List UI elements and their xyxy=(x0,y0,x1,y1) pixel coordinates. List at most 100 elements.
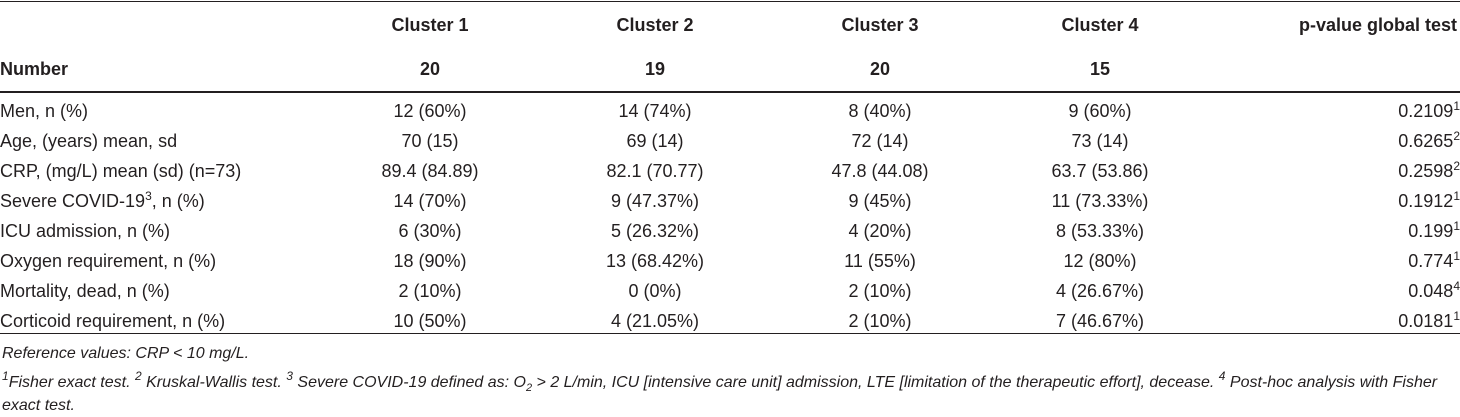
cluster-4-cell: 11 (73.33%) xyxy=(1051,190,1149,211)
p-value-cell: 0.1991 xyxy=(1210,216,1460,246)
cluster-2-cell: 9 (47.37%) xyxy=(610,190,700,211)
p-value-text: 0.774 xyxy=(1408,250,1454,271)
row-label-text: CRP, (mg/L) mean (sd) (n=73) xyxy=(0,160,242,181)
table-row: Oxygen requirement, n (%) 18 (90%) 13 (68.… xyxy=(0,246,1460,276)
footnote-text: Post-hoc analysis with Fisher exact test… xyxy=(2,374,1438,414)
cluster-3-cell: 2 (10%) xyxy=(848,280,912,301)
number-cell xyxy=(1210,49,1460,89)
footnote-text: > 2 L/min, ICU [intensive care unit] adm… xyxy=(532,374,1219,391)
number-cell: 20 xyxy=(869,58,891,79)
number-cell: 20 xyxy=(419,58,441,79)
p-value-footnote-marker: 1 xyxy=(1453,248,1460,263)
cluster-1-cell: 89.4 (84.89) xyxy=(381,160,479,181)
row-label: Corticoid requirement, n (%) xyxy=(0,306,320,336)
cluster-1-cell: 6 (30%) xyxy=(398,220,462,241)
column-header-cluster-4: Cluster 4 xyxy=(1061,15,1139,35)
p-value-cell: 0.25982 xyxy=(1210,156,1460,186)
cluster-comparison-table: Cluster 1 Cluster 2 Cluster 3 Cluster 4 … xyxy=(0,2,1460,336)
footnote-marker: 1 xyxy=(2,369,9,383)
column-header-cluster-1: Cluster 1 xyxy=(391,15,469,35)
table-row: CRP, (mg/L) mean (sd) (n=73) 89.4 (84.89)… xyxy=(0,156,1460,186)
p-value-text: 0.6265 xyxy=(1398,130,1454,151)
cluster-3-cell: 11 (55%) xyxy=(844,250,916,271)
row-label: Age, (years) mean, sd xyxy=(0,126,320,156)
table-notes: Reference values: CRP < 10 mg/L. 1Fisher… xyxy=(2,342,1458,417)
row-label-text: Men, n (%) xyxy=(0,100,89,121)
number-row-label: Number xyxy=(0,58,69,79)
p-value-footnote-marker: 1 xyxy=(1453,218,1460,233)
footnote-subscript: 2 xyxy=(525,382,533,394)
p-value-footnote-marker: 4 xyxy=(1453,278,1460,293)
table-row: ICU admission, n (%) 6 (30%) 5 (26.32%) 4 (… xyxy=(0,216,1460,246)
table-body: Men, n (%) 12 (60%) 14 (74%) 8 (40%) 9 (60%)… xyxy=(0,96,1460,336)
p-value-text: 0.2109 xyxy=(1398,100,1454,121)
cluster-1-cell: 12 (60%) xyxy=(393,100,467,121)
column-header-cluster-2: Cluster 2 xyxy=(616,15,694,35)
p-value-cell: 0.7741 xyxy=(1210,246,1460,276)
number-cell: 19 xyxy=(644,58,666,79)
table-row: Corticoid requirement, n (%) 10 (50%) 4 (2… xyxy=(0,306,1460,336)
p-value-cell: 0.21091 xyxy=(1210,96,1460,126)
reference-note: Reference values: CRP < 10 mg/L. xyxy=(2,345,250,362)
row-label-text: Age, (years) mean, sd xyxy=(0,130,178,151)
row-label: Severe COVID-193, n (%) xyxy=(0,186,320,216)
cluster-1-cell: 70 (15) xyxy=(401,130,459,151)
p-value-cell: 0.62652 xyxy=(1210,126,1460,156)
cluster-1-cell: 18 (90%) xyxy=(393,250,467,271)
p-value-footnote-marker: 2 xyxy=(1453,158,1460,173)
p-value-text: 0.1912 xyxy=(1398,190,1454,211)
header-blank-cell xyxy=(0,2,320,49)
row-label: Mortality, dead, n (%) xyxy=(0,276,320,306)
footnote-text: Fisher exact test. xyxy=(8,374,135,391)
table-bottom-rule xyxy=(0,333,1460,334)
row-label: CRP, (mg/L) mean (sd) (n=73) xyxy=(0,156,320,186)
p-value-text: 0.199 xyxy=(1408,220,1454,241)
table-row: Severe COVID-193, n (%) 14 (70%) 9 (47.37%… xyxy=(0,186,1460,216)
cluster-1-cell: 10 (50%) xyxy=(393,310,467,331)
row-label: ICU admission, n (%) xyxy=(0,216,320,246)
footnotes: 1Fisher exact test. 2 Kruskal-Wallis tes… xyxy=(2,369,1458,417)
table-row: Age, (years) mean, sd 70 (15) 69 (14) 72 (1… xyxy=(0,126,1460,156)
cluster-2-cell: 82.1 (70.77) xyxy=(606,160,704,181)
cluster-3-cell: 8 (40%) xyxy=(848,100,912,121)
p-value-footnote-marker: 1 xyxy=(1453,98,1460,113)
column-header-p-value: p-value global test xyxy=(1298,15,1457,35)
cluster-1-cell: 2 (10%) xyxy=(398,280,462,301)
cluster-2-cell: 13 (68.42%) xyxy=(605,250,705,271)
p-value-footnote-marker: 2 xyxy=(1453,128,1460,143)
cluster-3-cell: 2 (10%) xyxy=(848,310,912,331)
p-value-footnote-marker: 1 xyxy=(1453,308,1460,323)
cluster-4-cell: 8 (53.33%) xyxy=(1055,220,1145,241)
cluster-3-cell: 9 (45%) xyxy=(848,190,912,211)
header-spacer-row xyxy=(0,89,1460,96)
p-value-cell: 0.0484 xyxy=(1210,276,1460,306)
row-label: Men, n (%) xyxy=(0,96,320,126)
footnote-text: Kruskal-Wallis test. xyxy=(141,374,287,391)
cluster-1-cell: 14 (70%) xyxy=(393,190,467,211)
column-header-row: Cluster 1 Cluster 2 Cluster 3 Cluster 4 … xyxy=(0,2,1460,49)
table-top-rule xyxy=(0,1,1460,2)
cluster-2-cell: 69 (14) xyxy=(626,130,684,151)
cluster-4-cell: 7 (46.67%) xyxy=(1055,310,1145,331)
row-label-text: Oxygen requirement, n (%) xyxy=(0,250,217,271)
cluster-2-cell: 4 (21.05%) xyxy=(610,310,700,331)
cluster-2-cell: 5 (26.32%) xyxy=(610,220,700,241)
p-value-text: 0.048 xyxy=(1408,280,1454,301)
cluster-4-cell: 4 (26.67%) xyxy=(1055,280,1145,301)
cluster-3-cell: 47.8 (44.08) xyxy=(831,160,929,181)
footnote-marker: 3 xyxy=(286,369,293,383)
cluster-4-cell: 9 (60%) xyxy=(1068,100,1132,121)
footnote-marker: 2 xyxy=(134,369,142,383)
row-label: Oxygen requirement, n (%) xyxy=(0,246,320,276)
cluster-4-cell: 63.7 (53.86) xyxy=(1051,160,1149,181)
cluster-3-cell: 72 (14) xyxy=(851,130,909,151)
cluster-4-cell: 73 (14) xyxy=(1071,130,1129,151)
cluster-2-cell: 0 (0%) xyxy=(628,280,682,301)
table-header-rule xyxy=(0,91,1460,93)
p-value-cell: 0.01811 xyxy=(1210,306,1460,336)
cluster-3-cell: 4 (20%) xyxy=(848,220,912,241)
p-value-cell: 0.19121 xyxy=(1210,186,1460,216)
row-label-text: Mortality, dead, n (%) xyxy=(0,280,170,301)
number-row: Number 20 19 20 15 xyxy=(0,49,1460,89)
